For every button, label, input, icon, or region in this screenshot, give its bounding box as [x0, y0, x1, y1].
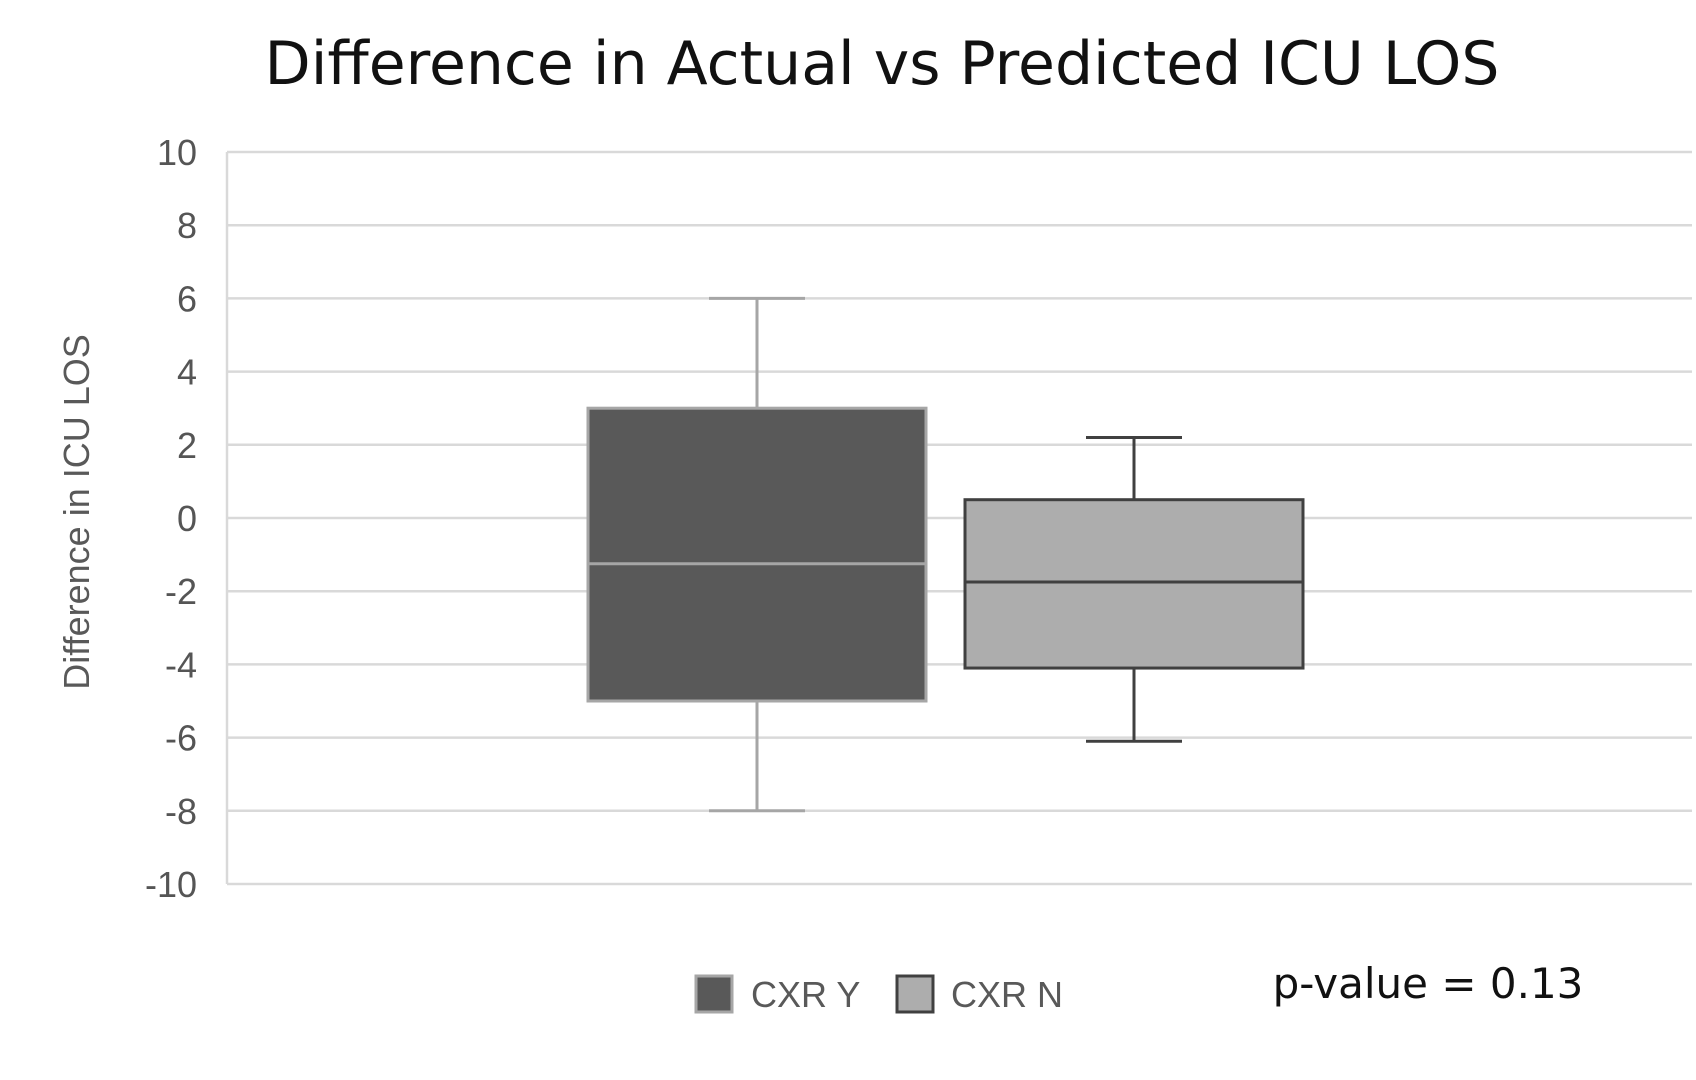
legend-item: CXR N — [895, 974, 1063, 1015]
y-tick-label: 8 — [177, 205, 197, 246]
y-tick-label: 2 — [177, 425, 197, 466]
legend-swatch — [694, 974, 734, 1014]
box-2 — [963, 435, 1305, 743]
y-tick-label: -2 — [165, 571, 197, 612]
grid — [225, 150, 1692, 886]
legend: CXR Y CXR N — [694, 974, 1063, 1015]
legend-item: CXR Y — [694, 974, 860, 1015]
y-tick-label: 6 — [177, 278, 197, 319]
legend-label: CXR Y — [751, 974, 860, 1015]
y-tick-label: -10 — [145, 864, 197, 905]
legend-swatch — [895, 974, 935, 1014]
y-tick-label: -4 — [165, 644, 197, 685]
box-iqr — [586, 406, 928, 703]
box-1 — [586, 296, 928, 813]
y-tick-label: 10 — [157, 132, 197, 173]
y-axis-ticks: 10 8 6 4 2 0 -2 -4 -6 -8 -10 — [145, 132, 197, 905]
p-value-annotation: p-value = 0.13 — [1273, 959, 1584, 1008]
y-tick-label: 4 — [177, 352, 197, 393]
y-tick-label: 0 — [177, 498, 197, 539]
chart-title: Difference in Actual vs Predicted ICU LO… — [265, 29, 1500, 99]
y-tick-label: -6 — [165, 718, 197, 759]
box-series — [586, 296, 1305, 813]
legend-label: CXR N — [951, 974, 1063, 1015]
y-axis-title: Difference in ICU LOS — [56, 334, 97, 689]
y-tick-label: -8 — [165, 791, 197, 832]
box-iqr — [963, 498, 1305, 670]
